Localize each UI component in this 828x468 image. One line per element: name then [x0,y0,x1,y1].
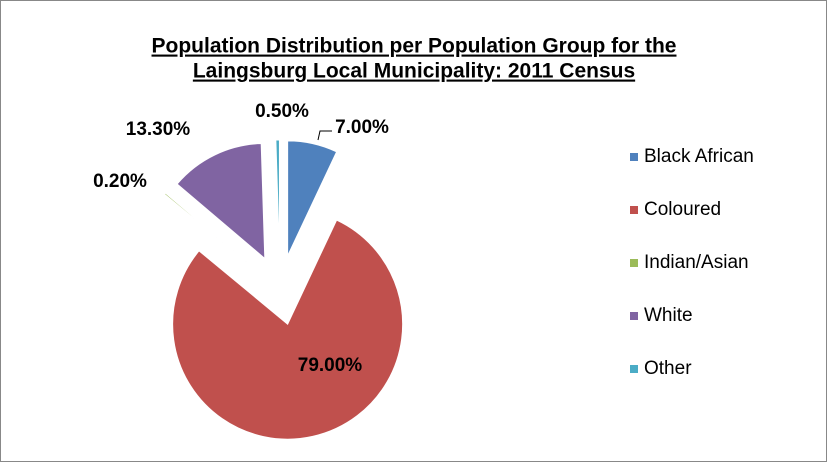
leader-line [317,130,332,141]
chart-title: Population Distribution per Population G… [152,35,677,58]
data-label: 0.20% [93,171,147,192]
legend-label: Other [644,358,692,379]
legend-label: White [644,305,693,326]
legend-label: Coloured [644,199,721,220]
legend-swatch [630,206,638,214]
data-label: 7.00% [335,117,389,138]
data-label: 0.50% [255,101,309,122]
legend-swatch [630,259,638,267]
pie-slice [176,143,266,260]
legend-swatch [630,153,638,161]
pie-slice [172,219,404,440]
legend-label: Black African [644,146,754,167]
chart-title: Laingsburg Local Municipality: 2011 Cens… [193,60,635,83]
legend-swatch [630,365,638,373]
data-label: 13.30% [126,119,191,140]
pie-slice [163,192,254,268]
pie-slice [287,140,338,257]
pie-slice [275,139,280,256]
legend-label: Indian/Asian [644,252,749,273]
data-label: 79.00% [298,355,363,376]
legend-swatch [630,312,638,320]
